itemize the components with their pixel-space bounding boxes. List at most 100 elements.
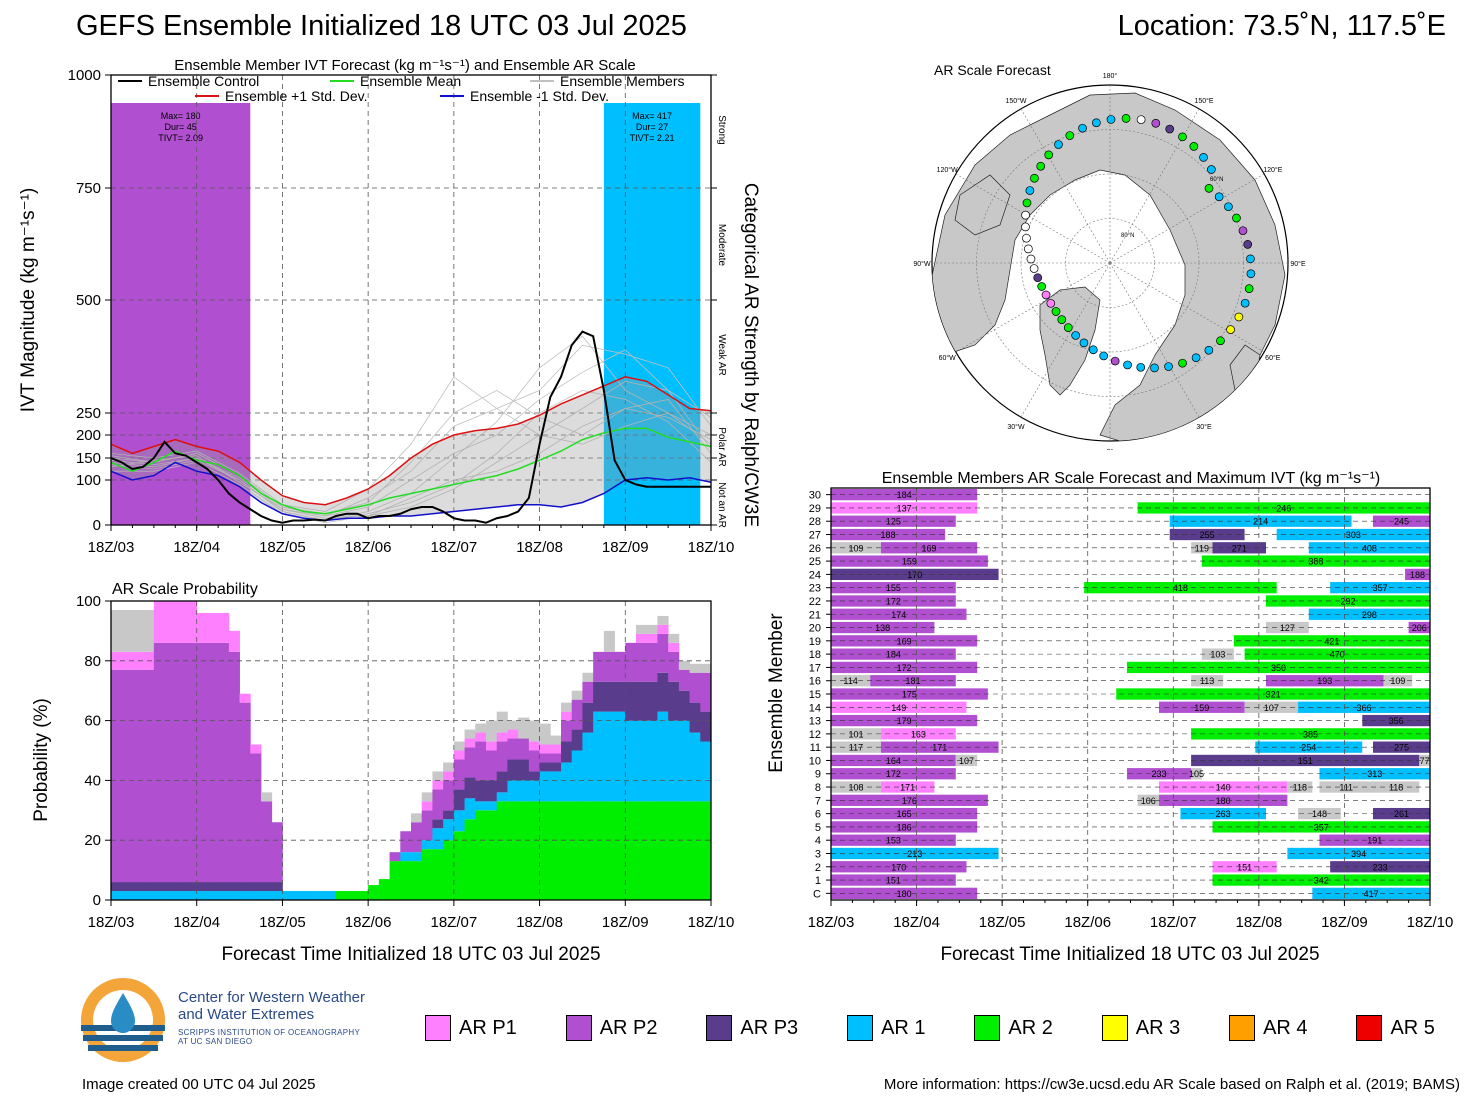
prob-bar-none <box>700 663 712 673</box>
ar-dot-AR2 <box>1189 142 1199 151</box>
member-xtick-label: 18Z/10 <box>1407 914 1454 931</box>
prob-bar-P2 <box>496 741 508 772</box>
prob-bar-P1 <box>228 630 240 652</box>
member-seg-value: 163 <box>911 729 926 739</box>
prob-xtick-label: 18Z/03 <box>88 914 135 931</box>
member-seg-value: 275 <box>1394 743 1409 753</box>
member-seg-20-1 <box>1265 621 1309 634</box>
member-seg-value: 109 <box>1390 676 1405 686</box>
prob-bar-AR1 <box>571 750 583 802</box>
prob-bar-AR2 <box>378 879 390 900</box>
ar-dot-AR1 <box>1071 331 1080 340</box>
prob-bar-P2 <box>689 672 701 703</box>
member-seg-value: 149 <box>891 703 906 713</box>
prob-bar-AR1 <box>678 720 690 802</box>
member-seg-value: 107 <box>959 756 974 766</box>
member-row-label: 1 <box>815 875 821 887</box>
image-created-note: Image created 00 UTC 04 Jul 2025 <box>82 1076 316 1093</box>
legend-swatch-p1 <box>425 1015 451 1041</box>
ar-category-label-2: Moderate <box>716 224 727 267</box>
prob-bar-none <box>496 711 508 733</box>
prob-bar-AR2 <box>689 801 701 900</box>
lat-label-80: 80°N <box>1121 233 1134 239</box>
probability-y-axis-label: Probability (%) <box>31 698 52 822</box>
ar-dot-AR1 <box>1054 140 1063 149</box>
member-seg-value: 357 <box>1373 583 1388 593</box>
member-row-label: 4 <box>815 835 821 847</box>
prob-bar-P2 <box>646 642 658 682</box>
member-seg-value: 169 <box>922 543 937 553</box>
ar-dot-AR1 <box>1079 338 1089 348</box>
prob-xtick-label: 18Z/10 <box>688 914 735 931</box>
prob-bar-P3 <box>186 882 198 892</box>
legend-label: AR P1 <box>459 1016 517 1039</box>
map-ar-dots <box>1021 114 1256 373</box>
prob-bar-AR1 <box>539 771 551 802</box>
prob-bar-P3 <box>196 882 208 892</box>
prob-bar-P2 <box>539 753 551 763</box>
ar-dot-P2 <box>1151 118 1161 128</box>
prob-bar-none <box>603 630 615 652</box>
member-xtick-label: 18Z/06 <box>1064 914 1111 931</box>
lon-line <box>1109 262 1265 353</box>
member-seg-26-0 <box>831 542 881 554</box>
member-seg-value: 169 <box>897 636 912 646</box>
prob-bar-P2 <box>207 642 219 883</box>
prob-bar-P2 <box>411 822 423 853</box>
ar-category-legend: AR P1 AR P2 AR P3 AR 1 AR 2 AR 3 AR 4 AR 5 <box>425 1015 1435 1041</box>
lon-line <box>1020 108 1111 264</box>
ar-dot-AR2 <box>1051 307 1061 316</box>
prob-bar-P3 <box>121 882 133 892</box>
prob-bar-AR1 <box>293 891 305 900</box>
member-seg-value: 246 <box>1276 503 1291 513</box>
ar-dot-AR2 <box>1022 198 1032 208</box>
prob-bar-P2 <box>250 753 262 883</box>
member-row-label: 23 <box>809 583 821 595</box>
ar-category-label-1: Strong <box>716 115 727 144</box>
prob-bar-none <box>486 720 498 742</box>
prob-bar-AR1 <box>507 780 519 802</box>
members-x-axis-label: Forecast Time Initialized 18 UTC 03 Jul … <box>940 944 1319 965</box>
ar-category-label-4: Polar AR <box>716 427 727 466</box>
prob-bar-P1 <box>153 601 165 643</box>
prob-bar-P1 <box>561 711 573 721</box>
ensemble-member-line-7 <box>110 389 712 521</box>
prob-bar-none <box>121 609 133 652</box>
page-title: GEFS Ensemble Initialized 18 UTC 03 Jul … <box>76 10 687 42</box>
member-seg-23-1 <box>1084 582 1277 594</box>
prob-bar-P2 <box>518 738 530 760</box>
ar-dot-AR1 <box>1224 202 1233 212</box>
prob-bar-AR2 <box>550 801 562 900</box>
logo-text-line3: SCRIPPS INSTITUTION OF OCEANOGRAPHY <box>178 1028 361 1037</box>
legend-item-p1: AR P1 <box>425 1015 517 1041</box>
member-xtick-label: 18Z/08 <box>1236 914 1283 931</box>
prob-bar-AR2 <box>668 801 680 900</box>
ivt-xtick-label: 18Z/06 <box>345 539 392 556</box>
member-seg-value: 101 <box>848 729 863 739</box>
ar-dot-AR2 <box>1065 131 1075 140</box>
member-seg-value: 180 <box>897 889 912 899</box>
prob-bar-P1 <box>646 633 658 643</box>
prob-bar-none <box>143 609 155 652</box>
prob-bar-P3 <box>496 771 508 793</box>
lon-line <box>955 262 1111 353</box>
member-seg-value: 408 <box>1362 543 1377 553</box>
member-seg-value: 172 <box>886 769 901 779</box>
member-seg-value: 271 <box>1232 543 1247 553</box>
prob-bar-AR2 <box>528 801 540 900</box>
prob-bar-AR2 <box>443 840 455 900</box>
member-seg-value: 385 <box>1303 729 1318 739</box>
member-seg-value: 193 <box>1317 676 1332 686</box>
ivt-xtick-label: 18Z/04 <box>173 539 220 556</box>
prob-bar-P2 <box>261 801 273 883</box>
prob-bar-P1 <box>496 732 508 742</box>
member-xtick-label: 18Z/07 <box>1150 914 1197 931</box>
member-seg-value: 127 <box>1280 623 1295 633</box>
prob-bar-AR1 <box>271 891 283 900</box>
prob-bar-none <box>507 720 519 730</box>
prob-bar-P1 <box>175 601 187 643</box>
prob-bar-AR1 <box>603 711 615 802</box>
member-seg-value: 292 <box>1340 596 1355 606</box>
map-title: AR Scale Forecast <box>934 62 1051 78</box>
